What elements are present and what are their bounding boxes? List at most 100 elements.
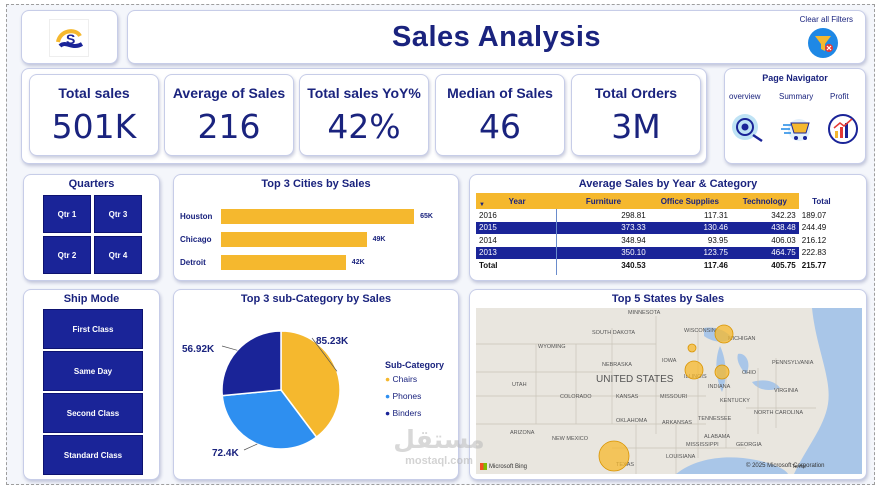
quarters-title: Quarters (68, 178, 115, 190)
quarter-button[interactable]: Qtr 4 (94, 236, 142, 274)
table-row[interactable]: 2016 298.81 117.31 342.23 189.07 (479, 210, 827, 220)
nav-summary-label: Summary (779, 92, 814, 101)
cities-bar-chart: Houston 65K Chicago 49K Detroit 42K (174, 175, 460, 282)
bar-value-label: 65K (420, 213, 433, 220)
ship-mode-button[interactable]: Second Class (43, 393, 143, 433)
kpi-sales-yoy: Total sales YoY% 42% (299, 74, 429, 156)
state-bubble-illinois[interactable] (684, 360, 704, 380)
map-label: KANSAS (616, 394, 639, 400)
state-bubble-indiana[interactable] (714, 364, 730, 380)
states-map-card: Top 5 States by Sales MINNESOTA SOUTH DA… (469, 289, 867, 480)
pie-slice-binders[interactable] (221, 330, 282, 397)
map-label: OKLAHOMA (616, 418, 648, 424)
kpi-label: Total Orders (594, 85, 678, 101)
navigator-title: Page Navigator (762, 73, 828, 83)
bar-category-label: Detroit (180, 258, 206, 267)
ship-mode-button[interactable]: Same Day (43, 351, 143, 391)
bar-detroit[interactable] (221, 255, 346, 270)
legend-item-chairs[interactable]: ● Chairs (385, 374, 418, 384)
bar-value-label: 42K (351, 259, 365, 266)
column-header-year[interactable]: Year ▼ (476, 193, 559, 209)
table-row[interactable]: 2015 373.33 130.46 438.48 244.49 (476, 221, 844, 234)
state-bubble-wisconsin[interactable] (687, 343, 697, 353)
nav-summary-button[interactable] (779, 115, 815, 145)
map-label: WYOMING (538, 344, 566, 350)
map-label: SOUTH DAKOTA (592, 330, 635, 336)
bar-chicago[interactable] (221, 232, 367, 247)
legend-item-binders[interactable]: ● Binders (385, 408, 422, 418)
watermark: مستقل mostaql.com (389, 425, 489, 480)
table-row[interactable]: 2014 348.94 93.95 406.03 216.12 (479, 235, 827, 245)
legend-dot: ● (385, 408, 391, 418)
quarter-button[interactable]: Qtr 1 (43, 195, 91, 233)
kpi-total-orders: Total Orders 3M (571, 74, 701, 156)
states-map-title: Top 5 States by Sales (611, 293, 725, 305)
map-label: MINNESOTA (628, 310, 661, 316)
nav-overview-button[interactable] (729, 111, 765, 143)
map-label: LOUISIANA (666, 454, 696, 460)
state-bubble-texas[interactable] (598, 440, 630, 472)
legend-item-phones[interactable]: ● Phones (385, 391, 422, 401)
nav-profit-button[interactable] (827, 113, 859, 145)
map-label: TENNESSEE (698, 416, 732, 422)
bar-houston[interactable] (221, 209, 415, 224)
map-label: KENTUCKY (720, 398, 750, 404)
state-bubble-michigan[interactable] (714, 324, 734, 344)
bing-logo: Microsoft Bing (480, 463, 527, 470)
sort-down-icon: ▼ (479, 202, 485, 208)
map-label: UTAH (512, 382, 527, 388)
subcategory-chart-card: Top 3 sub-Category by Sales 85.23K 72.4K 5… (173, 289, 459, 480)
kpi-value: 216 (197, 107, 261, 146)
quarter-button[interactable]: Qtr 2 (43, 236, 91, 274)
map-terms-link: Terms (792, 464, 806, 470)
page-navigator: Page Navigator overview Summary Profit (724, 68, 866, 164)
map-label: IOWA (662, 358, 677, 364)
map-attribution: © 2025 Microsoft Corporation (746, 463, 825, 469)
table-row[interactable]: 2013 350.10 123.75 464.75 222.83 (476, 246, 844, 259)
page-title: Sales Analysis (391, 21, 602, 53)
kpi-value: 42% (327, 107, 401, 146)
clear-filters-button[interactable] (807, 27, 839, 59)
table-total-row: Total 340.53 117.46 405.75 215.77 (479, 260, 827, 270)
map-label: ALABAMA (704, 434, 730, 440)
column-header-furniture[interactable]: Furniture (558, 193, 649, 209)
eye-icon (732, 114, 763, 143)
column-header-technology[interactable]: Technology (730, 193, 799, 209)
map-label: MISSISSIPPI (686, 442, 719, 448)
pie-value-label: 56.92K (182, 344, 215, 355)
kpi-value: 46 (479, 107, 521, 146)
quarter-button[interactable]: Qtr 3 (94, 195, 142, 233)
map-label: OHIO (742, 370, 757, 376)
map-label: ARKANSAS (662, 420, 692, 426)
watermark-arabic: مستقل (393, 425, 485, 454)
kpi-value: 501K (51, 107, 137, 146)
pie-slice-chairs[interactable] (280, 330, 341, 439)
us-states-map[interactable]: MINNESOTA SOUTH DAKOTA WISCONSIN MICHIGA… (476, 308, 862, 474)
map-country-label: UNITED STATES (596, 374, 674, 385)
map-label: MICHIGAN (728, 336, 756, 342)
subcategory-pie-chart: 85.23K 72.4K 56.92K (182, 330, 349, 459)
quarters-slicer: Quarters Qtr 1 Qtr 3 Qtr 2 Qtr 4 (23, 174, 160, 281)
map-label: MISSOURI (660, 394, 688, 400)
legend-title: Sub-Category (385, 360, 445, 370)
subcategory-chart-title: Top 3 sub-Category by Sales (240, 293, 392, 305)
nav-overview-label: overview (729, 92, 761, 101)
kpi-label: Median of Sales (447, 85, 553, 101)
column-divider (556, 209, 557, 275)
logo: S (49, 19, 89, 57)
ship-mode-title: Ship Mode (63, 293, 120, 305)
cities-chart-card: Top 3 Cities by Sales Houston 65K Chicago 4… (173, 174, 459, 281)
pie-leader-line (311, 337, 338, 372)
column-header-office[interactable]: Office Supplies (648, 193, 731, 209)
column-header-total[interactable]: Total (798, 193, 844, 209)
map-label: NEBRASKA (602, 362, 632, 368)
ship-mode-slicer: Ship Mode First Class Same Day Second Cl… (23, 289, 160, 480)
ship-mode-button[interactable]: Standard Class (43, 435, 143, 475)
header-card: Sales Analysis Clear all Filters (127, 10, 866, 64)
growth-chart-icon (828, 114, 858, 144)
ship-mode-button[interactable]: First Class (43, 309, 143, 349)
map-label: GEORGIA (736, 442, 762, 448)
nav-profit-label: Profit (830, 92, 849, 101)
map-label: PENNSYLVANIA (772, 360, 814, 366)
avg-table-title: Average Sales by Year & Category (578, 178, 758, 190)
